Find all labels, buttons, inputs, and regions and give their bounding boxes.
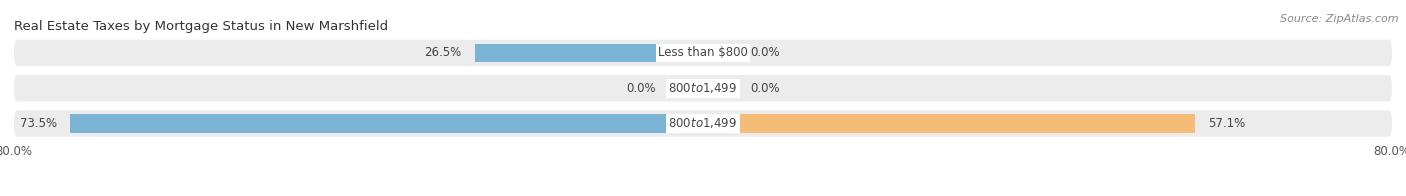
Text: 26.5%: 26.5% [425,46,461,59]
Text: 57.1%: 57.1% [1208,117,1244,130]
Bar [703,79,738,97]
Text: $800 to $1,499: $800 to $1,499 [668,81,738,95]
FancyBboxPatch shape [14,75,1392,102]
FancyBboxPatch shape [14,110,1392,137]
Bar [70,114,703,133]
Bar [475,44,703,62]
Text: Real Estate Taxes by Mortgage Status in New Marshfield: Real Estate Taxes by Mortgage Status in … [14,20,388,33]
FancyBboxPatch shape [14,40,1392,66]
Text: 73.5%: 73.5% [20,117,58,130]
Text: $800 to $1,499: $800 to $1,499 [668,116,738,131]
Text: 0.0%: 0.0% [626,82,655,95]
Bar [669,79,703,97]
Text: 0.0%: 0.0% [751,46,780,59]
Text: 0.0%: 0.0% [751,82,780,95]
Text: Source: ZipAtlas.com: Source: ZipAtlas.com [1281,14,1399,24]
Bar [703,44,738,62]
Text: Less than $800: Less than $800 [658,46,748,59]
Bar [703,114,1195,133]
